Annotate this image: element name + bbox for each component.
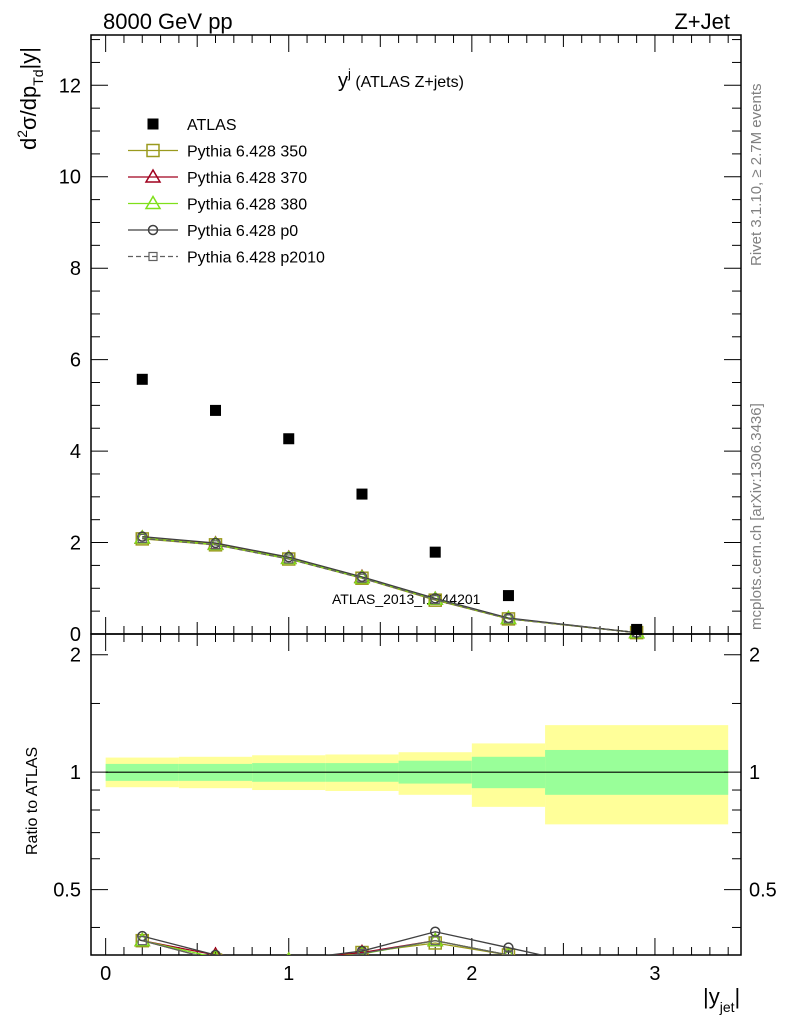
series-line-pythia-6-428-p0: [142, 535, 637, 634]
ratio-point-pythia-6-428-p2010: [503, 950, 514, 955]
legend-marker-pythia-6-428-350: [146, 143, 160, 158]
data-point-pythia-6-428-p2010: [284, 554, 294, 564]
legend-label-pythia-6-428-p0: Pythia 6.428 p0: [187, 223, 298, 240]
ratio-point-pythia-6-428-350: [208, 953, 223, 955]
ratio-line-pythia-6-428-350: [142, 940, 513, 955]
data-point-atlas: [283, 433, 295, 445]
legend-label-pythia-6-428-370: Pythia 6.428 370: [187, 170, 307, 187]
ratio-point-pythia-6-428-p2010: [137, 936, 147, 946]
legend: ATLAS Pythia 6.428 350 Pythia 6.428 370 Pyt…: [128, 117, 325, 267]
legend-marker-pythia-6-428-p2010: [148, 251, 158, 262]
y-axis-label-ratio: Ratio to ATLAS: [24, 747, 41, 855]
data-point-atlas: [502, 590, 514, 602]
plot-title: yj (ATLAS Z+jets): [338, 66, 464, 92]
main-panel: 0 2 4 6 8 10 12: [59, 34, 742, 646]
ratio-point-pythia-6-428-370: [630, 969, 644, 981]
ratio-point-pythia-6-428-p2010: [633, 972, 641, 980]
ratio-line-pythia-6-428-p2010: [142, 940, 513, 955]
ratio-point-pythia-6-428-350: [631, 970, 643, 982]
y-tick-label-ratio: 0.5: [53, 880, 81, 902]
y-tick-label-main: 6: [70, 350, 81, 372]
x-tick-label: 1: [283, 963, 294, 985]
legend-label-pythia-6-428-350: Pythia 6.428 350: [187, 144, 307, 161]
data-point-pythia-6-428-p2010: [137, 533, 147, 544]
data-point-atlas: [210, 404, 222, 416]
y-tick-label-main: 4: [70, 441, 81, 463]
data-point-atlas: [631, 623, 643, 635]
ratio-point-pythia-6-428-p0: [632, 972, 641, 981]
ratio-panel: 0 1 2 3 0.5 0.5 1 1 2 2: [53, 633, 777, 985]
data-point-atlas: [429, 546, 441, 558]
ratio-point-pythia-6-428-p2010: [357, 948, 367, 955]
ratio-point-pythia-6-428-p2010: [430, 936, 440, 946]
ratio-point-pythia-6-428-p0: [210, 949, 221, 955]
legend-label-atlas: ATLAS: [187, 117, 237, 134]
y-tick-label-ratio-right: 2: [749, 645, 760, 667]
data-point-pythia-6-428-p2010: [210, 540, 221, 550]
ratio-series-group: [133, 926, 644, 982]
legend-marker-atlas: [147, 118, 159, 130]
data-point-pythia-6-428-p2010: [503, 614, 514, 624]
y-tick-label-main: 8: [70, 258, 81, 280]
ratio-line-pythia-6-428-p0: [142, 931, 545, 955]
x-tick-label: 3: [649, 963, 660, 985]
legend-marker-pythia-6-428-p0: [147, 224, 159, 236]
x-axis-label: |yjet|: [703, 984, 740, 1015]
y-tick-label-main: 12: [59, 75, 81, 97]
legend-label-pythia-6-428-380: Pythia 6.428 380: [187, 197, 307, 214]
legend-marker-pythia-6-428-370: [144, 168, 162, 183]
ratio-point-pythia-6-428-380: [630, 969, 644, 981]
legend-label-pythia-6-428-p2010: Pythia 6.428 p2010: [187, 250, 325, 267]
data-point-atlas: [356, 488, 368, 500]
series-line-pythia-6-428-p2010: [142, 537, 637, 634]
y-tick-label-ratio-right: 1: [749, 762, 760, 784]
data-point-pythia-6-428-p2010: [430, 595, 440, 605]
data-point-pythia-6-428-p2010: [357, 573, 367, 583]
x-tick-label: 0: [100, 963, 111, 985]
y-tick-label-main: 0: [70, 624, 81, 646]
legend-marker-pythia-6-428-380: [144, 195, 162, 210]
analysis-watermark: ATLAS_2013_I1744201: [332, 591, 481, 607]
y-tick-label-main: 10: [59, 167, 81, 189]
ratio-frame: [90, 633, 742, 956]
y-tick-label-ratio: 2: [70, 645, 81, 667]
header-right: Z+Jet: [674, 9, 730, 34]
ratio-line-pythia-6-428-380: [142, 940, 513, 955]
ratio-point-pythia-6-428-p2010: [212, 956, 220, 964]
ratio-point-pythia-6-428-p0: [503, 942, 514, 953]
y-axis-label-main: d2σ/dpTd|y|: [14, 47, 46, 150]
rivet-label: Rivet 3.1.10, ≥ 2.7M events: [748, 84, 765, 267]
data-point-atlas: [136, 373, 148, 385]
x-tick-label: 2: [466, 963, 477, 985]
header-left: 8000 GeV pp: [103, 9, 233, 34]
ratio-line-pythia-6-428-370: [142, 940, 513, 955]
y-tick-label-ratio-right: 0.5: [749, 880, 777, 902]
y-tick-label-main: 2: [70, 533, 81, 555]
y-tick-label-ratio: 1: [70, 762, 81, 784]
mcplots-label: mcplots.cern.ch [arXiv:1306.3436]: [748, 403, 765, 630]
